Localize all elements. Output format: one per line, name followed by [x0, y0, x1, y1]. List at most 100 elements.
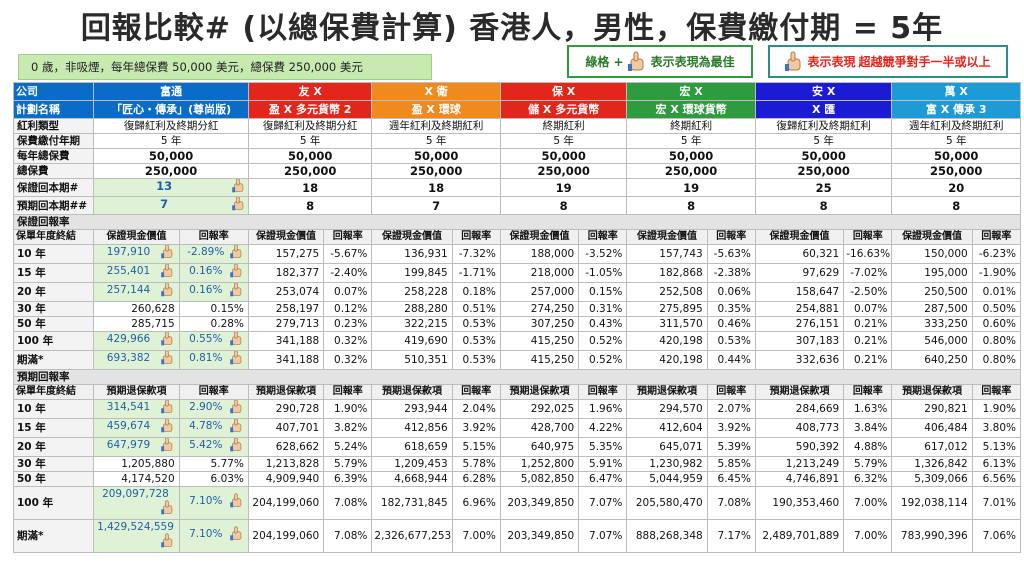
value-cell: 195,000: [891, 263, 973, 283]
rate-cell: 0.53%: [706, 331, 756, 351]
info-cell: 250,000: [499, 163, 628, 179]
cell-value: 157,743: [659, 248, 703, 260]
thumbs-up-icon: [160, 533, 175, 552]
value-cell: 412,856: [371, 418, 453, 438]
cell-value: 20: [948, 180, 965, 195]
rate-cell: 5.79%: [843, 456, 893, 472]
rate-cell: -3.52%: [578, 244, 628, 264]
cell-value: 保證現金價值: [769, 231, 830, 242]
cell-value: 3.92%: [717, 422, 751, 434]
info-cell: 13: [93, 178, 249, 197]
cell-value: 3.84%: [854, 422, 888, 434]
proj_payback-row: 預期回本期## 7 8 7 8 8 8 8: [12, 196, 1021, 215]
cell-value: 公司: [16, 84, 38, 98]
value-cell: 590,392: [754, 437, 845, 457]
cell-value: 復歸紅利及終期分紅: [262, 120, 358, 132]
cell-value: 5.13%: [982, 441, 1016, 453]
rate-cell: -5.63%: [706, 244, 756, 264]
cell-value: 30 年: [17, 458, 46, 470]
row-label: 50 年: [12, 471, 95, 487]
value-cell: 307,183: [754, 331, 845, 351]
cell-value: 5.15%: [462, 441, 496, 453]
value-cell: 428,700: [499, 418, 580, 438]
cell-value: 保證現金價值: [902, 231, 963, 242]
rate-cell: -5.67%: [323, 244, 373, 264]
thumbs-up-icon: [230, 351, 244, 369]
div_type-row: 紅利類型 復歸紅利及終期分紅 復歸紅利及終期分紅 週年紅利及終期紅利 終期紅利 終期紅利 復…: [12, 118, 1021, 134]
rate-cell: 0.15%: [578, 282, 628, 302]
table-row: 20 年 257,144 0.16% 253,074 0.07% 258,228 0.18%…: [12, 282, 1022, 302]
value-cell: 1,230,982: [626, 456, 708, 472]
rate-cell: 1.96%: [578, 399, 628, 419]
table-row: 50 年 285,715 0.28% 279,713 0.23% 322,215 0.53%…: [12, 316, 1022, 332]
rate-cell: 5.79%: [323, 456, 373, 472]
header-cell: 宏 X 環球貨幣: [626, 100, 756, 119]
cell-value: 10 年: [17, 248, 46, 260]
cell-value: 640,975: [530, 441, 575, 453]
rate-cell: 7.17%: [706, 519, 756, 553]
cell-value: 0.81%: [189, 352, 223, 364]
cell-value: 0.35%: [717, 303, 751, 315]
info-cell: 50,000: [247, 148, 373, 164]
value-cell: 1,205,880: [93, 456, 180, 472]
cell-value: 250,000: [144, 164, 198, 178]
cell-value: 3.82%: [334, 422, 368, 434]
cell-value: 1,252,800: [520, 458, 575, 470]
value-cell: 645,071: [626, 437, 708, 457]
rate-cell: 7.00%: [843, 486, 893, 520]
row-label: 10 年: [12, 399, 95, 419]
value-cell: 5,044,959: [626, 471, 708, 487]
rate-cell: 5.78%: [451, 456, 501, 472]
value-cell: 158,647: [754, 282, 845, 302]
cell-value: 回報率: [587, 386, 618, 397]
guar_payback-row: 保證回本期# 13 18 18 19 19 25 20: [12, 178, 1021, 197]
cell-value: 415,250: [530, 354, 575, 366]
row-label: 保證回本期#: [12, 178, 95, 197]
rate-cell: 7.00%: [843, 519, 893, 553]
value-cell: 290,728: [247, 399, 325, 419]
cell-value: 紅利類型: [17, 120, 59, 132]
row-label: 保費繳付年期: [12, 133, 95, 149]
value-cell: 157,743: [626, 244, 708, 264]
cell-value: 590,392: [795, 441, 840, 453]
cell-value: 8: [559, 198, 568, 213]
cell-value: 158,647: [795, 286, 840, 298]
rate-cell: 0.52%: [578, 331, 628, 351]
cell-value: 203,349,850: [507, 530, 575, 542]
cell-value: 15 年: [17, 422, 46, 434]
cell-value: 5.78%: [462, 458, 496, 470]
cell-value: 50 年: [17, 473, 46, 485]
rate-cell: 0.53%: [451, 331, 501, 351]
header-cell: 宏 X: [626, 82, 756, 101]
rate-cell: 0.80%: [971, 331, 1022, 351]
cell-value: 408,773: [795, 422, 840, 434]
value-cell: 275,895: [626, 301, 708, 317]
cell-value: 預期退保款項: [509, 386, 570, 397]
cell-value: 6.28%: [462, 473, 496, 485]
cell-value: 0.60%: [982, 318, 1016, 330]
cell-value: 307,183: [795, 335, 840, 347]
col-header: 回報率: [451, 384, 501, 400]
rate-cell: 3.92%: [451, 418, 501, 438]
value-cell: 640,975: [499, 437, 580, 457]
rate-cell: -2.38%: [706, 263, 756, 283]
value-cell: 640,250: [891, 350, 973, 370]
col-header: 保證現金價值: [626, 229, 708, 245]
col-header: 回報率: [178, 229, 249, 245]
cell-value: 復歸紅利及終期紅利: [776, 120, 871, 132]
cell-value: 「匠心・傳承」(尊尚版): [111, 102, 232, 116]
cell-value: X 匯: [811, 102, 836, 116]
cell-value: 4.22%: [589, 422, 623, 434]
section-title: 保證回報率: [13, 214, 1021, 230]
info-cell: 終期紅利: [626, 118, 756, 134]
cell-value: 341,188: [275, 335, 320, 347]
thumbs-up-icon: [627, 51, 647, 72]
value-cell: 4,668,944: [371, 471, 453, 487]
value-cell: 408,773: [754, 418, 845, 438]
cell-value: 50,000: [148, 149, 194, 163]
cell-value: 617,012: [924, 441, 968, 453]
col-header: 預期退保款項: [247, 384, 325, 400]
info-cell: 8: [247, 196, 373, 215]
cell-value: -1.05%: [585, 267, 623, 279]
rate-cell: 7.01%: [971, 486, 1022, 520]
